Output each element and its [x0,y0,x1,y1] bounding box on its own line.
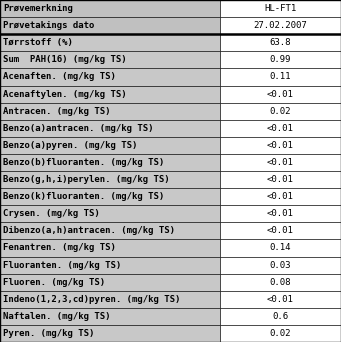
Text: <0.01: <0.01 [267,226,294,235]
Text: Naftalen. (mg/kg TS): Naftalen. (mg/kg TS) [3,312,111,321]
Text: <0.01: <0.01 [267,192,294,201]
Text: <0.01: <0.01 [267,158,294,167]
Bar [0,171,220,188]
Text: Indeno(1,2,3,cd)pyren. (mg/kg TS): Indeno(1,2,3,cd)pyren. (mg/kg TS) [3,295,181,304]
Bar [0,68,220,86]
Text: HL-FT1: HL-FT1 [264,4,297,13]
Bar [0,205,220,222]
Text: <0.01: <0.01 [267,141,294,150]
Bar [220,0,341,17]
Bar [220,239,341,256]
Text: Fluoren. (mg/kg TS): Fluoren. (mg/kg TS) [3,278,105,287]
Bar [0,34,220,51]
Bar [220,51,341,68]
Bar [220,86,341,103]
Text: 0.99: 0.99 [270,55,291,64]
Bar [0,188,220,205]
Text: Fluoranten. (mg/kg TS): Fluoranten. (mg/kg TS) [3,261,122,269]
Text: Benzo(b)fluoranten. (mg/kg TS): Benzo(b)fluoranten. (mg/kg TS) [3,158,165,167]
Text: <0.01: <0.01 [267,175,294,184]
Text: <0.01: <0.01 [267,90,294,98]
Bar [0,308,220,325]
Text: Acenaften. (mg/kg TS): Acenaften. (mg/kg TS) [3,73,116,81]
Text: <0.01: <0.01 [267,209,294,218]
Bar [220,205,341,222]
Bar [0,86,220,103]
Text: Prøvetakings dato: Prøvetakings dato [3,21,95,30]
Bar [0,325,220,342]
Text: Sum  PAH(16) (mg/kg TS): Sum PAH(16) (mg/kg TS) [3,55,127,64]
Text: Dibenzo(a,h)antracen. (mg/kg TS): Dibenzo(a,h)antracen. (mg/kg TS) [3,226,175,235]
Bar [220,291,341,308]
Bar [220,154,341,171]
Text: Benzo(k)fluoranten. (mg/kg TS): Benzo(k)fluoranten. (mg/kg TS) [3,192,165,201]
Text: <0.01: <0.01 [267,295,294,304]
Bar [220,188,341,205]
Bar [220,120,341,137]
Bar [220,308,341,325]
Bar [0,239,220,256]
Bar [0,137,220,154]
Text: Benzo(a)antracen. (mg/kg TS): Benzo(a)antracen. (mg/kg TS) [3,124,154,133]
Text: Benzo(g,h,i)perylen. (mg/kg TS): Benzo(g,h,i)perylen. (mg/kg TS) [3,175,170,184]
Bar [220,17,341,34]
Text: 0.08: 0.08 [270,278,291,287]
Bar [220,103,341,120]
Bar [220,34,341,51]
Bar [0,222,220,239]
Text: 0.14: 0.14 [270,244,291,252]
Text: Antracen. (mg/kg TS): Antracen. (mg/kg TS) [3,107,111,116]
Text: Prøvemerkning: Prøvemerkning [3,4,73,13]
Bar [220,256,341,274]
Text: <0.01: <0.01 [267,124,294,133]
Bar [0,154,220,171]
Text: Benzo(a)pyren. (mg/kg TS): Benzo(a)pyren. (mg/kg TS) [3,141,138,150]
Bar [0,51,220,68]
Bar [0,17,220,34]
Text: Pyren. (mg/kg TS): Pyren. (mg/kg TS) [3,329,95,338]
Bar [0,256,220,274]
Text: Tørrstoff (%): Tørrstoff (%) [3,38,73,47]
Bar [220,137,341,154]
Bar [0,120,220,137]
Bar [0,0,220,17]
Text: 0.02: 0.02 [270,329,291,338]
Text: 0.02: 0.02 [270,107,291,116]
Bar [0,103,220,120]
Bar [220,274,341,291]
Bar [0,274,220,291]
Text: 0.03: 0.03 [270,261,291,269]
Bar [0,291,220,308]
Text: 27.02.2007: 27.02.2007 [254,21,307,30]
Bar [220,171,341,188]
Text: 0.11: 0.11 [270,73,291,81]
Text: Crysen. (mg/kg TS): Crysen. (mg/kg TS) [3,209,100,218]
Bar [220,68,341,86]
Text: 63.8: 63.8 [270,38,291,47]
Bar [220,325,341,342]
Text: Fenantren. (mg/kg TS): Fenantren. (mg/kg TS) [3,244,116,252]
Bar [220,222,341,239]
Text: Acenaftylen. (mg/kg TS): Acenaftylen. (mg/kg TS) [3,90,127,98]
Text: 0.6: 0.6 [272,312,288,321]
